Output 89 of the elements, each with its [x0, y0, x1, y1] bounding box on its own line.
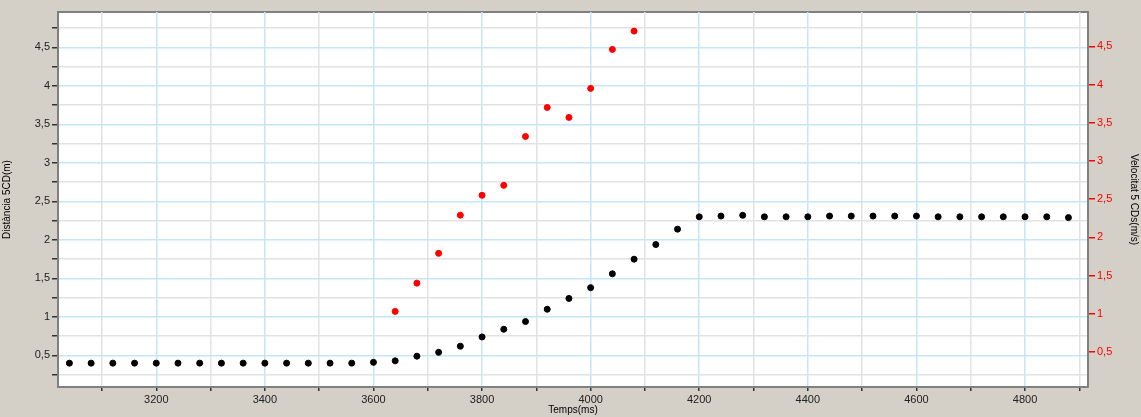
y2-tick-label: 1,5: [1097, 268, 1113, 281]
point: [283, 359, 291, 367]
point: [261, 359, 269, 367]
x-tick-label: 4600: [904, 392, 929, 405]
point: [826, 212, 834, 220]
y-tick-label: 2,5: [34, 194, 50, 207]
point: [978, 213, 986, 221]
point: [413, 279, 421, 287]
point: [543, 305, 551, 313]
point: [934, 213, 942, 221]
x-tick-label: 3400: [252, 392, 278, 405]
x-tick-label: 3800: [469, 392, 495, 405]
x-tick-label: 4200: [687, 392, 712, 405]
point: [326, 359, 334, 367]
x-tick-label: 3200: [144, 392, 169, 405]
point: [65, 359, 73, 367]
x-tick-label: 4400: [795, 392, 821, 405]
y2-tick-label: 4,5: [1097, 39, 1113, 52]
point: [760, 213, 768, 221]
point: [521, 132, 529, 140]
y-tick-label: 4: [43, 78, 50, 91]
y-tick-label: 1: [43, 309, 50, 322]
point: [717, 212, 725, 220]
y2-tick-label: 2: [1097, 230, 1104, 243]
point: [304, 359, 312, 367]
point: [478, 333, 486, 341]
point: [521, 318, 529, 326]
point: [587, 284, 595, 292]
y-tick-label: 4,5: [34, 40, 50, 53]
y-tick-label: 3: [43, 155, 50, 168]
point: [674, 225, 682, 233]
point: [348, 359, 356, 367]
point: [652, 241, 660, 249]
point: [456, 342, 464, 350]
x-tick-label: 4000: [578, 392, 603, 405]
y2-tick-label: 3,5: [1097, 115, 1113, 128]
point: [196, 359, 204, 367]
point: [912, 212, 920, 220]
point: [435, 348, 443, 356]
point: [152, 359, 160, 367]
y-tick-label: 2: [43, 232, 50, 245]
y-tick-label: 1,5: [34, 271, 50, 284]
x-axis-title: Temps(ms): [548, 403, 598, 415]
y-axis-title: Distància 5CD(m): [0, 160, 12, 239]
point: [131, 359, 139, 367]
point: [847, 212, 855, 220]
point: [869, 212, 877, 220]
point: [565, 294, 573, 302]
point: [500, 325, 508, 333]
point: [217, 359, 225, 367]
y2-tick-label: 0,5: [1097, 344, 1113, 357]
point: [87, 359, 95, 367]
point: [1021, 213, 1029, 221]
point: [239, 359, 247, 367]
point: [369, 358, 377, 366]
y2-tick-label: 1: [1097, 306, 1104, 319]
x-tick-label: 3600: [361, 392, 386, 405]
point: [435, 249, 443, 257]
point: [630, 27, 638, 35]
point: [391, 307, 399, 315]
x-tick-label: 4800: [1012, 392, 1038, 405]
point: [456, 211, 464, 219]
point: [478, 191, 486, 199]
point: [695, 213, 703, 221]
point: [804, 213, 812, 221]
y2-tick-label: 4: [1097, 77, 1104, 90]
point: [739, 211, 747, 219]
y2-tick-label: 3: [1097, 153, 1104, 166]
point: [608, 270, 616, 278]
point: [587, 84, 595, 92]
point: [413, 352, 421, 360]
point: [891, 212, 899, 220]
point: [630, 255, 638, 263]
point: [608, 45, 616, 53]
y-tick-label: 3,5: [34, 117, 50, 130]
y2-tick-label: 2,5: [1097, 192, 1113, 205]
point: [109, 359, 117, 367]
point: [391, 357, 399, 365]
point: [543, 103, 551, 111]
point: [1043, 213, 1051, 221]
y-tick-label: 0,5: [34, 348, 50, 361]
point: [500, 181, 508, 189]
point: [565, 113, 573, 121]
y2-axis-title: Velocitat 5 CDs(m/s): [1129, 153, 1141, 246]
point: [999, 213, 1007, 221]
point: [956, 213, 964, 221]
point: [782, 213, 790, 221]
point: [1064, 214, 1072, 222]
point: [174, 359, 182, 367]
